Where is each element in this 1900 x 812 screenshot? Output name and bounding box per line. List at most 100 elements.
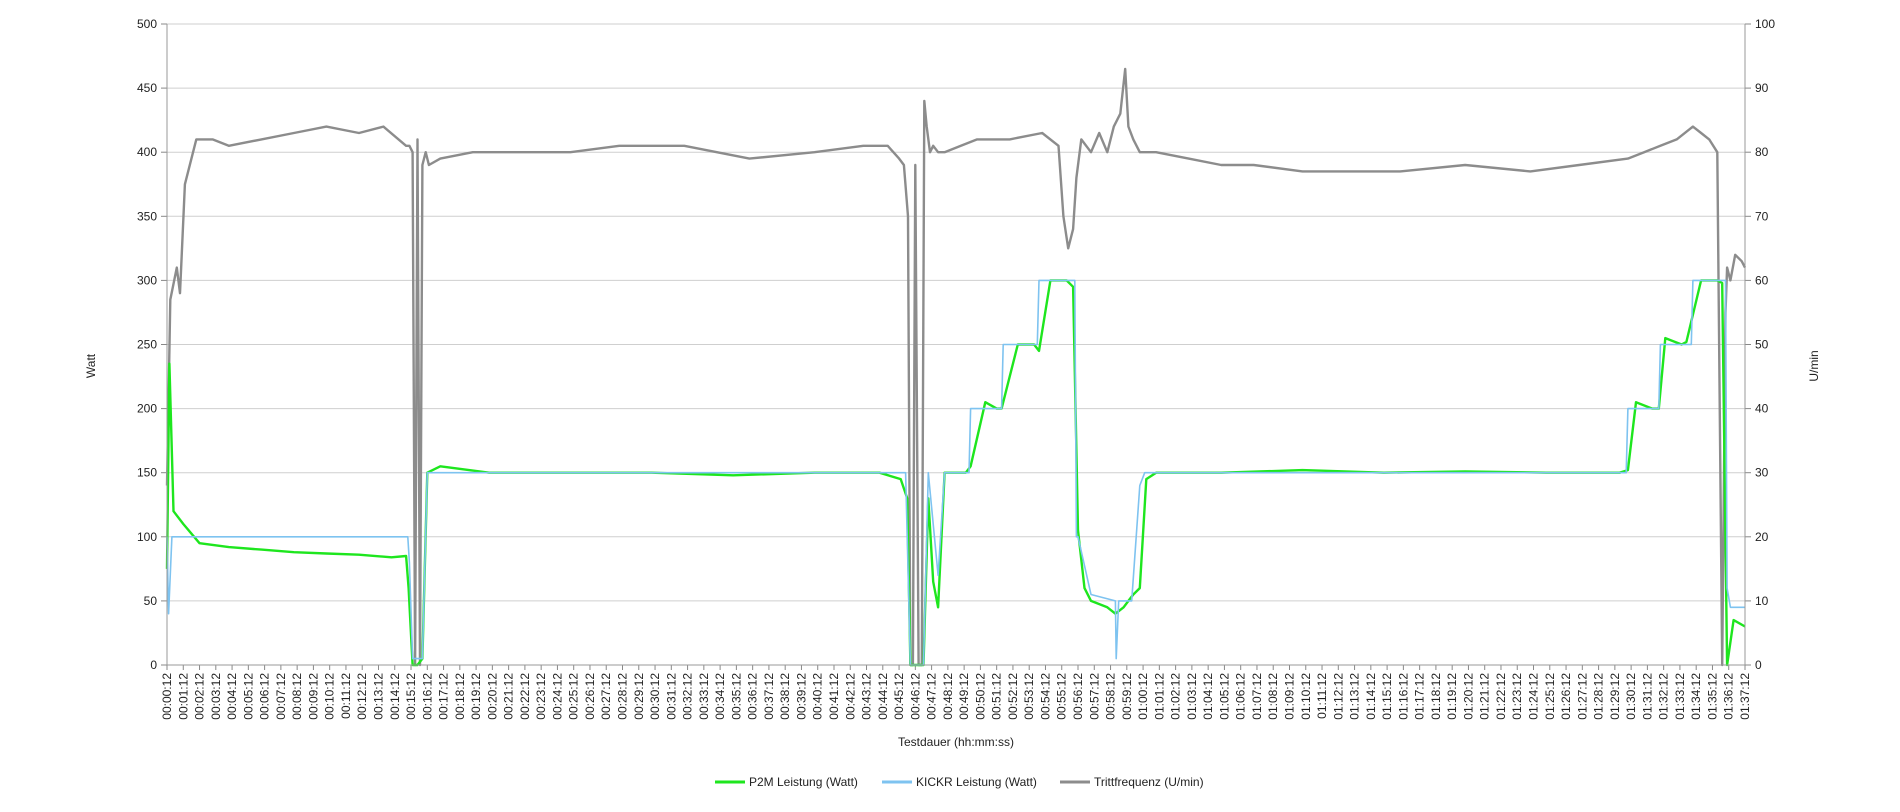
horizontal-grid bbox=[167, 23, 1745, 666]
x-tick-label: 00:26:12 bbox=[583, 673, 597, 720]
x-tick-label: 01:11:12 bbox=[1315, 673, 1329, 719]
x-tick-label: 00:28:12 bbox=[616, 673, 630, 720]
x-tick-label: 00:57:12 bbox=[1087, 673, 1101, 720]
legend-label-kickr: KICKR Leistung (Watt) bbox=[916, 775, 1037, 789]
x-tick-label: 01:29:12 bbox=[1608, 673, 1622, 720]
left-tick-label: 450 bbox=[137, 81, 157, 95]
x-tick-label: 00:50:12 bbox=[973, 673, 987, 720]
x-tick-label: 00:04:12 bbox=[225, 673, 239, 720]
x-tick-label: 01:07:12 bbox=[1250, 673, 1264, 720]
x-tick-label: 00:54:12 bbox=[1038, 673, 1052, 720]
x-tick-label: 00:36:12 bbox=[746, 673, 760, 720]
x-tick-label: 00:49:12 bbox=[957, 673, 971, 720]
x-tick-label: 00:18:12 bbox=[453, 673, 467, 720]
x-tick-label: 00:55:12 bbox=[1055, 673, 1069, 720]
x-tick-label: 00:09:12 bbox=[306, 673, 320, 720]
right-tick-label: 90 bbox=[1755, 81, 1769, 95]
x-tick-label: 00:35:12 bbox=[729, 673, 743, 720]
right-tick-label: 0 bbox=[1755, 658, 1762, 672]
right-y-axis-label: U/min bbox=[1807, 350, 1821, 381]
x-tick-label: 00:24:12 bbox=[550, 673, 564, 720]
x-tick-label: 01:02:12 bbox=[1169, 673, 1183, 720]
right-tick-label: 50 bbox=[1755, 338, 1769, 352]
x-tick-label: 00:44:12 bbox=[876, 673, 890, 720]
left-tick-label: 150 bbox=[137, 466, 157, 480]
left-y-axis-ticks: 0 50 100 150 200 250 300 350 400 450 500 bbox=[137, 17, 167, 672]
x-tick-label: 00:34:12 bbox=[713, 673, 727, 720]
x-tick-label: 00:13:12 bbox=[371, 673, 385, 720]
x-tick-label: 01:04:12 bbox=[1201, 673, 1215, 720]
x-tick-label: 01:13:12 bbox=[1348, 673, 1362, 720]
x-tick-label: 01:23:12 bbox=[1510, 673, 1524, 720]
x-tick-label: 00:32:12 bbox=[681, 673, 695, 720]
legend-label-p2m: P2M Leistung (Watt) bbox=[749, 775, 858, 789]
x-axis-label: Testdauer (hh:mm:ss) bbox=[898, 735, 1014, 749]
x-tick-label: 01:21:12 bbox=[1478, 673, 1492, 720]
series-line-trittfrequenz bbox=[165, 67, 1747, 667]
x-tick-label: 00:31:12 bbox=[664, 673, 678, 720]
x-tick-label: 01:19:12 bbox=[1445, 673, 1459, 720]
x-tick-label: 01:34:12 bbox=[1689, 673, 1703, 720]
x-tick-label: 01:31:12 bbox=[1640, 673, 1654, 720]
x-tick-label: 00:43:12 bbox=[860, 673, 874, 720]
right-tick-label: 10 bbox=[1755, 594, 1769, 608]
x-tick-label: 00:42:12 bbox=[843, 673, 857, 720]
x-tick-label: 00:15:12 bbox=[404, 673, 418, 720]
x-tick-label: 00:25:12 bbox=[567, 673, 581, 720]
x-tick-label: 00:01:12 bbox=[176, 673, 190, 720]
x-tick-label: 00:22:12 bbox=[518, 673, 532, 720]
left-tick-label: 300 bbox=[137, 273, 157, 287]
right-tick-label: 80 bbox=[1755, 145, 1769, 159]
right-tick-label: 100 bbox=[1755, 17, 1775, 31]
x-tick-label: 00:58:12 bbox=[1104, 673, 1118, 720]
x-tick-label: 01:01:12 bbox=[1152, 673, 1166, 720]
x-tick-label: 01:25:12 bbox=[1543, 673, 1557, 720]
x-tick-label: 01:15:12 bbox=[1380, 673, 1394, 720]
x-tick-label: 01:14:12 bbox=[1364, 673, 1378, 720]
x-tick-label: 00:41:12 bbox=[827, 673, 841, 720]
x-tick-label: 00:12:12 bbox=[355, 673, 369, 720]
x-tick-label: 01:37:12 bbox=[1738, 673, 1752, 720]
x-tick-label: 01:24:12 bbox=[1527, 673, 1541, 720]
x-tick-label: 00:00:12 bbox=[160, 673, 174, 720]
series-layer bbox=[165, 67, 1747, 667]
x-tick-label: 00:59:12 bbox=[1120, 673, 1134, 720]
x-tick-label: 00:08:12 bbox=[290, 673, 304, 720]
x-tick-label: 00:21:12 bbox=[502, 673, 516, 720]
x-tick-label: 01:16:12 bbox=[1396, 673, 1410, 720]
x-tick-label: 01:20:12 bbox=[1461, 673, 1475, 720]
x-tick-label: 00:17:12 bbox=[437, 673, 451, 720]
left-tick-label: 350 bbox=[137, 209, 157, 223]
x-tick-label: 01:17:12 bbox=[1413, 673, 1427, 720]
x-tick-label: 01:22:12 bbox=[1494, 673, 1508, 720]
x-tick-label: 00:19:12 bbox=[469, 673, 483, 720]
x-tick-label: 00:14:12 bbox=[388, 673, 402, 720]
x-tick-label: 01:08:12 bbox=[1266, 673, 1280, 720]
x-tick-label: 01:35:12 bbox=[1705, 673, 1719, 720]
x-tick-label: 00:27:12 bbox=[599, 673, 613, 720]
x-tick-label: 01:00:12 bbox=[1136, 673, 1150, 720]
right-tick-label: 60 bbox=[1755, 273, 1769, 287]
x-tick-label: 00:33:12 bbox=[697, 673, 711, 720]
x-axis-ticks: 00:00:12 00:01:12 00:02:12 00:03:12 00:04:12… bbox=[160, 665, 1752, 720]
x-tick-label: 00:40:12 bbox=[811, 673, 825, 720]
x-tick-label: 00:39:12 bbox=[794, 673, 808, 720]
x-tick-label: 00:29:12 bbox=[632, 673, 646, 720]
x-tick-label: 01:28:12 bbox=[1592, 673, 1606, 720]
left-tick-label: 100 bbox=[137, 530, 157, 544]
x-tick-label: 00:45:12 bbox=[892, 673, 906, 720]
x-tick-label: 01:26:12 bbox=[1559, 673, 1573, 720]
x-tick-label: 00:10:12 bbox=[323, 673, 337, 720]
legend-label-cadence: Trittfrequenz (U/min) bbox=[1094, 775, 1204, 789]
left-tick-label: 200 bbox=[137, 402, 157, 416]
left-tick-label: 250 bbox=[137, 338, 157, 352]
right-tick-label: 70 bbox=[1755, 209, 1769, 223]
x-tick-label: 00:07:12 bbox=[274, 673, 288, 720]
right-tick-label: 20 bbox=[1755, 530, 1769, 544]
x-tick-label: 00:03:12 bbox=[209, 673, 223, 720]
left-tick-label: 50 bbox=[144, 594, 158, 608]
x-tick-label: 01:05:12 bbox=[1217, 673, 1231, 720]
x-tick-label: 01:36:12 bbox=[1722, 673, 1736, 720]
x-tick-label: 00:56:12 bbox=[1071, 673, 1085, 720]
